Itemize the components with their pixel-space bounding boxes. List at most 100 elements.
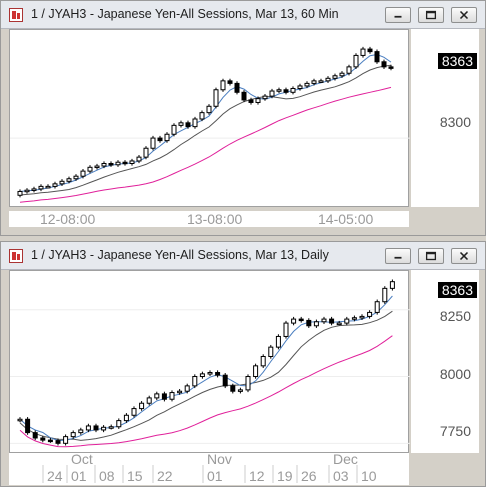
price-tick-label: 8000 bbox=[439, 366, 471, 382]
candle-body bbox=[192, 118, 198, 128]
restore-icon bbox=[425, 251, 437, 261]
candle-body bbox=[31, 188, 37, 191]
chart-app-icon bbox=[9, 8, 23, 22]
candle-body bbox=[93, 425, 99, 431]
date-axis[interactable]: 24 01 08 15 22 01 12 19 26 03 10 Oct Nov Dec bbox=[9, 453, 409, 485]
candle-body bbox=[38, 185, 44, 190]
candle-body bbox=[55, 440, 61, 444]
candle-body bbox=[164, 133, 170, 142]
candle-body bbox=[283, 89, 289, 93]
candle-body bbox=[108, 426, 114, 429]
candle-body bbox=[388, 66, 394, 69]
candle-body bbox=[17, 190, 23, 196]
window-title: 1 / JYAH3 - Japanese Yen-All Sessions, M… bbox=[31, 7, 339, 21]
candlestick-chart bbox=[10, 46, 410, 203]
minimize-button[interactable] bbox=[385, 248, 411, 264]
candle-body bbox=[143, 147, 149, 158]
candle-body bbox=[17, 418, 23, 422]
window-title: 1 / JYAH3 - Japanese Yen-All Sessions, M… bbox=[31, 248, 329, 262]
candle-body bbox=[336, 322, 342, 326]
date-tick-label: 12 bbox=[249, 468, 265, 484]
candle-body bbox=[59, 180, 65, 185]
title-bar[interactable]: 1 / JYAH3 - Japanese Yen-All Sessions, M… bbox=[1, 242, 485, 270]
candle-body bbox=[351, 317, 357, 320]
candle-body bbox=[178, 122, 184, 126]
restore-button[interactable] bbox=[418, 7, 444, 23]
date-tick-label: 19 bbox=[277, 468, 293, 484]
slow-moving-average-line bbox=[19, 86, 392, 203]
candle-body bbox=[227, 80, 233, 84]
candle-body bbox=[297, 85, 303, 89]
candle-body bbox=[245, 376, 251, 391]
candle-body bbox=[45, 185, 51, 189]
candlestick-chart bbox=[10, 279, 410, 448]
price-tick-label: 8250 bbox=[439, 308, 471, 324]
candle-body bbox=[276, 89, 282, 92]
date-tick-label: 03 bbox=[333, 468, 349, 484]
last-price-label: 8363 bbox=[437, 282, 477, 298]
price-tick-label: 7750 bbox=[439, 423, 471, 439]
candle-body bbox=[122, 161, 128, 165]
candle-body bbox=[367, 48, 373, 53]
candle-body bbox=[381, 61, 387, 68]
price-axis[interactable]: 8363 8300 bbox=[411, 29, 479, 207]
candle-body bbox=[32, 432, 38, 439]
candle-body bbox=[248, 99, 254, 103]
candle-body bbox=[215, 372, 221, 376]
candle-body bbox=[24, 189, 30, 193]
time-axis[interactable]: 12-08:00 13-08:00 14-05:00 bbox=[9, 211, 409, 227]
price-tick-label: 8300 bbox=[439, 114, 471, 130]
mid-moving-average-line bbox=[19, 310, 393, 441]
candle-body bbox=[269, 90, 275, 97]
close-button[interactable] bbox=[451, 7, 477, 23]
price-plot-area[interactable] bbox=[9, 270, 410, 453]
candle-body bbox=[131, 408, 137, 416]
candle-body bbox=[306, 319, 312, 327]
candle-body bbox=[318, 80, 324, 83]
candle-body bbox=[177, 390, 183, 394]
candle-body bbox=[359, 315, 365, 319]
time-tick-label: 14-05:00 bbox=[318, 211, 374, 227]
candle-body bbox=[116, 420, 122, 428]
candle-body bbox=[171, 124, 177, 135]
candle-body bbox=[374, 51, 380, 63]
candle-body bbox=[298, 318, 304, 322]
candle-body bbox=[78, 429, 84, 434]
candle-body bbox=[101, 426, 107, 431]
candle-body bbox=[290, 87, 296, 93]
candle-body bbox=[268, 346, 274, 357]
minimize-button[interactable] bbox=[385, 7, 411, 23]
candle-body bbox=[184, 385, 190, 392]
price-axis[interactable]: 8363 8250 8000 7750 bbox=[411, 270, 479, 453]
restore-button[interactable] bbox=[418, 248, 444, 264]
candle-body bbox=[70, 432, 76, 438]
candle-body bbox=[304, 82, 310, 87]
date-tick-label: 08 bbox=[99, 468, 115, 484]
candle-body bbox=[207, 372, 213, 375]
minimize-icon bbox=[394, 256, 402, 259]
candle-body bbox=[382, 287, 388, 303]
candle-body bbox=[40, 437, 46, 441]
candle-body bbox=[260, 355, 266, 367]
date-tick-label: 01 bbox=[71, 468, 87, 484]
date-tick-label: 22 bbox=[157, 468, 173, 484]
close-button[interactable] bbox=[451, 248, 477, 264]
candle-body bbox=[367, 311, 373, 317]
candle-body bbox=[87, 166, 93, 172]
time-tick-label: 13-08:00 bbox=[187, 211, 243, 227]
candle-body bbox=[108, 163, 114, 166]
candle-body bbox=[154, 393, 160, 399]
candle-body bbox=[325, 77, 331, 82]
candle-body bbox=[344, 318, 350, 324]
candle-body bbox=[52, 183, 58, 187]
fast-moving-average-line bbox=[19, 295, 393, 442]
last-price-label: 8363 bbox=[437, 53, 477, 69]
title-bar[interactable]: 1 / JYAH3 - Japanese Yen-All Sessions, M… bbox=[1, 1, 485, 29]
candle-body bbox=[237, 389, 243, 392]
date-tick-label: 15 bbox=[127, 468, 143, 484]
candle-body bbox=[321, 318, 327, 323]
date-axis-ticks: 24 01 08 15 22 01 12 19 26 03 10 Oct Nov Dec bbox=[42, 453, 377, 484]
chart-window-60min: 1 / JYAH3 - Japanese Yen-All Sessions, M… bbox=[0, 0, 486, 236]
price-plot-area[interactable] bbox=[9, 29, 410, 207]
candle-body bbox=[185, 122, 191, 128]
